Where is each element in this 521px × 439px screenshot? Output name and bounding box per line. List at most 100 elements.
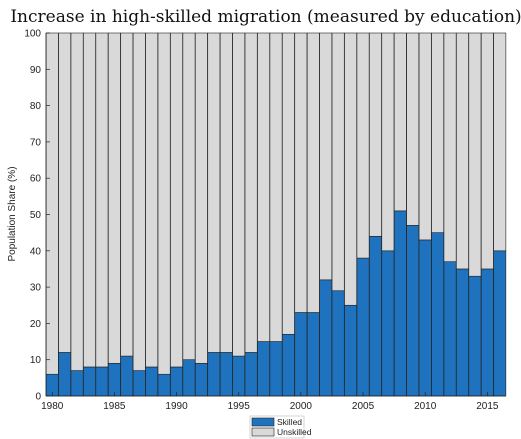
y-axis-label: Population Share (%) [7,166,18,261]
bar-unskilled-2011 [431,32,445,233]
bar-skilled-2001 [306,312,320,397]
bar-unskilled-2010 [418,32,432,241]
bar-skilled-2016 [493,250,507,397]
bar-skilled-1991 [182,359,196,397]
legend-swatch-skilled [251,417,275,427]
plot-area [45,32,507,397]
bar-unskilled-1994 [219,32,233,353]
bar-unskilled-1997 [257,32,270,342]
y-tick-label-40: 40 [30,246,42,257]
bar-skilled-2012 [443,261,457,397]
bar-skilled-1988 [145,366,159,397]
bar-unskilled-2005 [356,32,370,259]
bar-skilled-2005 [356,257,370,397]
x-tick-label-2010: 2010 [414,401,437,412]
bar-skilled-1982 [70,370,84,397]
bar-unskilled-1980 [45,32,59,375]
bar-unskilled-2002 [319,32,333,281]
bar-unskilled-2004 [344,32,357,306]
bar-unskilled-1990 [170,32,183,368]
x-tick-label-1985: 1985 [103,401,126,412]
bar-skilled-1990 [170,366,183,397]
bar-unskilled-2003 [331,32,345,292]
legend-label-unskilled: Unskilled [277,427,312,437]
bar-skilled-2006 [369,235,382,397]
bar-unskilled-1989 [157,32,171,375]
x-tick-label-1980: 1980 [41,401,64,412]
bar-unskilled-1999 [282,32,295,335]
bar-skilled-1986 [120,355,134,397]
bar-unskilled-1991 [182,32,196,361]
legend: Skilled Unskilled [249,415,312,439]
bar-unskilled-2008 [393,32,407,212]
bar-skilled-2011 [431,232,445,397]
x-tick-label-2005: 2005 [352,401,375,412]
y-tick-label-70: 70 [30,137,42,148]
bar-skilled-1981 [58,352,72,397]
x-tick-label-2015: 2015 [476,401,499,412]
bar-skilled-1987 [132,370,146,397]
bar-skilled-2007 [381,250,395,397]
y-tick-label-90: 90 [30,65,42,76]
bar-unskilled-2009 [406,32,420,226]
bar-unskilled-1981 [58,32,72,353]
y-tick-label-10: 10 [30,355,42,366]
x-tick-label-1990: 1990 [165,401,188,412]
bar-unskilled-2012 [443,32,457,262]
bar-skilled-2009 [406,225,420,397]
x-tick-label-1995: 1995 [228,401,251,412]
bar-skilled-2008 [393,210,407,397]
bar-unskilled-2014 [468,32,482,277]
bar-unskilled-2016 [493,32,507,252]
bar-unskilled-1987 [132,32,146,371]
y-tick-label-30: 30 [30,283,42,294]
bar-unskilled-2007 [381,32,395,252]
legend-label-skilled: Skilled [277,417,302,427]
y-axis-ticks: 0 10 20 30 40 50 60 70 80 90 100 [24,29,50,403]
bar-unskilled-2006 [369,32,382,237]
bar-unskilled-1982 [70,32,84,371]
chart-title: Increase in high-skilled migration (meas… [10,7,521,27]
bar-skilled-2003 [331,290,345,397]
bar-unskilled-1998 [269,32,283,342]
bar-unskilled-1983 [83,32,96,368]
y-tick-label-80: 80 [30,101,42,112]
bar-skilled-2010 [418,239,432,397]
x-axis-ticks: 1980 1985 1990 1995 2000 2005 2010 2015 [41,392,499,412]
bar-unskilled-1995 [232,32,246,357]
bar-unskilled-1993 [207,32,221,353]
y-tick-label-20: 20 [30,319,42,330]
bar-skilled-1996 [244,352,258,397]
bar-unskilled-1985 [107,32,121,364]
bar-skilled-1995 [232,355,246,397]
bar-skilled-1999 [282,333,295,397]
bar-unskilled-2000 [294,32,308,313]
bar-skilled-1993 [207,352,221,397]
bar-unskilled-1986 [120,32,134,357]
bar-skilled-2004 [344,304,357,397]
bar-skilled-2015 [480,268,494,397]
y-tick-label-50: 50 [30,210,42,221]
legend-swatch-unskilled [251,427,275,437]
bar-skilled-1985 [107,363,121,397]
bar-skilled-1983 [83,366,96,397]
bar-skilled-2002 [319,279,333,397]
bar-skilled-2014 [468,275,482,397]
x-tick-label-2000: 2000 [290,401,313,412]
y-tick-label-60: 60 [30,174,42,185]
bar-skilled-1989 [157,373,171,397]
bar-unskilled-2015 [480,32,494,270]
y-tick-label-100: 100 [24,29,41,40]
y-tick-label-0: 0 [35,392,41,403]
bar-skilled-1998 [269,341,283,397]
bar-unskilled-1996 [244,32,258,353]
bar-skilled-1992 [195,363,208,397]
bar-unskilled-1988 [145,32,159,368]
legend-box [249,415,305,439]
bar-unskilled-1984 [95,32,109,368]
bar-skilled-1984 [95,366,109,397]
bar-unskilled-2001 [306,32,320,313]
bar-skilled-2000 [294,312,308,397]
bar-skilled-1994 [219,352,233,397]
